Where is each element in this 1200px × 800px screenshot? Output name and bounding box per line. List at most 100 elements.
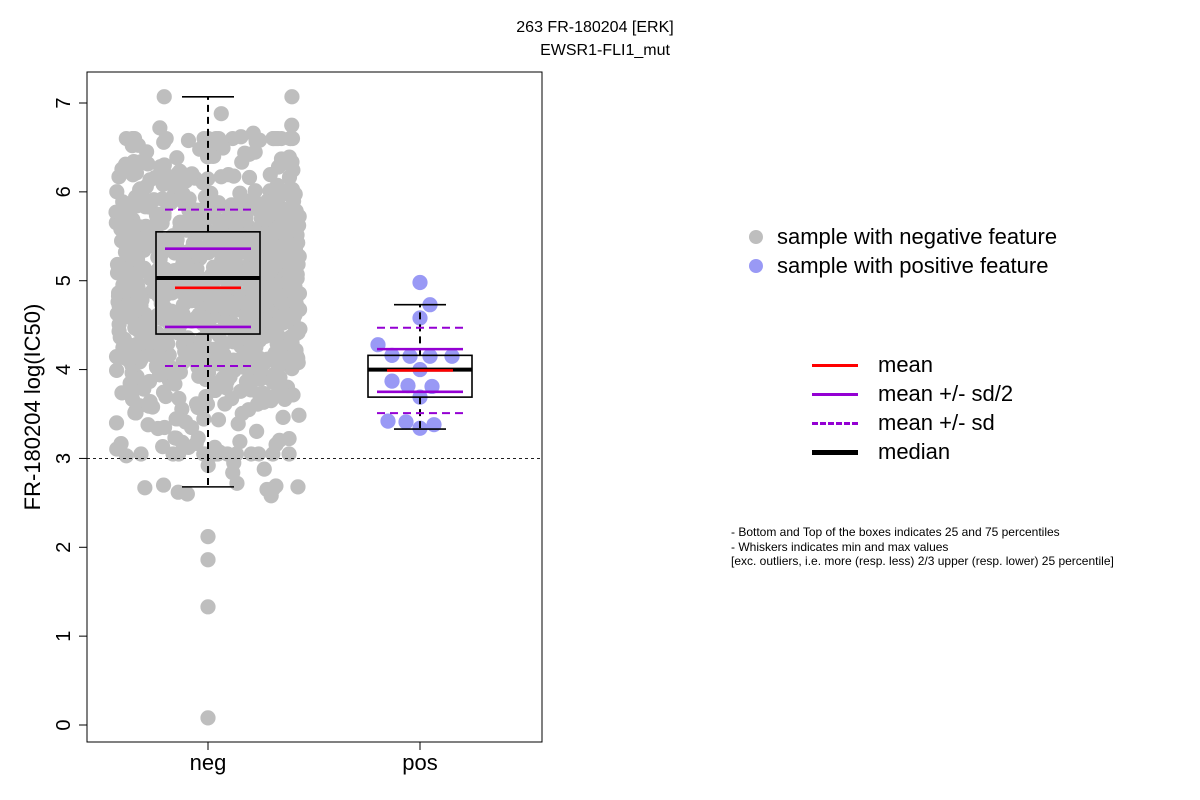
legend-label: sample with positive feature bbox=[777, 253, 1049, 278]
y-tick-label: 4 bbox=[53, 364, 75, 375]
data-point-neg bbox=[115, 221, 131, 237]
data-point-neg bbox=[155, 176, 171, 193]
data-point-neg bbox=[275, 409, 291, 425]
data-point-pos bbox=[426, 417, 442, 433]
data-point-pos bbox=[412, 420, 428, 436]
data-point-neg bbox=[262, 167, 278, 183]
data-point-neg bbox=[252, 371, 268, 387]
data-point-neg bbox=[154, 336, 171, 352]
data-point-neg bbox=[265, 446, 281, 462]
x-tick-label: pos bbox=[402, 750, 437, 775]
data-point-neg bbox=[155, 439, 171, 455]
data-point-neg bbox=[281, 430, 297, 447]
outlier-point-neg bbox=[200, 710, 216, 726]
data-point-neg bbox=[248, 235, 265, 252]
data-point-neg bbox=[284, 335, 300, 351]
data-point-neg bbox=[251, 446, 267, 462]
data-point-neg bbox=[241, 169, 258, 186]
data-point-neg bbox=[171, 390, 187, 407]
data-point-neg bbox=[192, 141, 208, 157]
data-point-neg bbox=[166, 262, 183, 279]
data-point-pos bbox=[412, 274, 428, 291]
data-point-neg bbox=[144, 399, 161, 415]
data-point-neg bbox=[190, 399, 206, 416]
data-point-neg bbox=[251, 202, 267, 218]
data-point-neg bbox=[290, 479, 306, 495]
data-point-pos bbox=[444, 348, 460, 364]
legend-item-mean: mean bbox=[812, 352, 933, 378]
data-point-neg bbox=[252, 393, 268, 409]
data-point-neg bbox=[259, 226, 276, 242]
data-point-neg bbox=[284, 89, 300, 105]
data-point-neg bbox=[124, 138, 140, 154]
data-point-neg bbox=[137, 480, 153, 496]
footnote-line: [exc. outliers, i.e. more (resp. less) 2… bbox=[731, 554, 1114, 568]
x-tick-label: neg bbox=[190, 750, 227, 775]
data-point-neg bbox=[140, 417, 156, 433]
data-point-neg bbox=[197, 189, 214, 205]
y-tick-label: 7 bbox=[53, 97, 75, 108]
box-iqr bbox=[155, 231, 261, 335]
outlier-point-neg bbox=[200, 552, 216, 568]
data-point-neg bbox=[226, 168, 242, 184]
data-point-neg bbox=[111, 323, 127, 339]
data-point-neg bbox=[269, 336, 285, 352]
data-point-neg bbox=[285, 162, 301, 178]
data-point-neg bbox=[133, 446, 149, 462]
data-point-neg bbox=[167, 376, 183, 392]
legend-item-positive: sample with positive feature bbox=[749, 253, 1048, 279]
data-point-neg bbox=[291, 407, 307, 423]
data-point-neg bbox=[124, 391, 141, 407]
data-point-neg bbox=[257, 328, 273, 344]
data-point-neg bbox=[263, 488, 279, 504]
legend-black-line-icon bbox=[812, 449, 858, 455]
data-point-neg bbox=[192, 286, 208, 303]
chart-subtitle: EWSR1-FLI1_mut bbox=[540, 42, 670, 59]
data-point-neg bbox=[215, 370, 231, 386]
data-point-neg bbox=[234, 405, 250, 422]
data-point-neg bbox=[282, 130, 299, 147]
legend-label: mean +/- sd bbox=[878, 410, 995, 435]
data-point-neg bbox=[134, 292, 150, 308]
data-point-neg bbox=[174, 305, 190, 321]
data-point-neg bbox=[156, 205, 172, 221]
data-point-neg bbox=[109, 362, 125, 379]
data-point-neg bbox=[265, 373, 281, 389]
data-point-neg bbox=[232, 434, 248, 450]
data-point-neg bbox=[109, 306, 125, 322]
legend-purple-dashed-line-icon bbox=[812, 421, 858, 425]
data-point-pos bbox=[384, 373, 400, 389]
data-point-neg bbox=[224, 278, 240, 294]
data-point-neg bbox=[216, 293, 232, 310]
data-point-neg bbox=[109, 184, 125, 200]
data-point-neg bbox=[198, 388, 214, 405]
data-point-neg bbox=[118, 448, 134, 464]
data-point-neg bbox=[169, 150, 185, 166]
y-tick-label: 6 bbox=[53, 186, 75, 197]
data-point-neg bbox=[117, 244, 134, 260]
legend-blue-dot-icon bbox=[749, 259, 763, 273]
data-point-neg bbox=[256, 461, 272, 477]
data-point-neg bbox=[267, 182, 283, 198]
data-point-neg bbox=[182, 168, 198, 184]
data-point-neg bbox=[175, 354, 191, 371]
data-point-neg bbox=[287, 253, 303, 269]
data-point-neg bbox=[207, 350, 223, 366]
data-point-neg bbox=[285, 193, 302, 209]
outlier-point-neg bbox=[200, 529, 216, 545]
data-point-neg bbox=[174, 434, 190, 450]
data-point-neg bbox=[128, 405, 144, 421]
footnote-line: - Bottom and Top of the boxes indicates … bbox=[731, 525, 1060, 539]
data-point-neg bbox=[158, 309, 175, 325]
footnote: - Bottom and Top of the boxes indicates … bbox=[731, 525, 1114, 569]
data-point-neg bbox=[290, 355, 306, 371]
data-point-neg bbox=[165, 228, 181, 244]
data-point-neg bbox=[249, 423, 265, 439]
data-point-neg bbox=[180, 330, 196, 346]
data-point-neg bbox=[213, 106, 229, 122]
legend-label: sample with negative feature bbox=[777, 224, 1058, 249]
data-point-neg bbox=[265, 130, 281, 147]
data-point-neg bbox=[127, 320, 143, 336]
data-point-neg bbox=[156, 157, 172, 173]
data-point-neg bbox=[187, 210, 203, 226]
